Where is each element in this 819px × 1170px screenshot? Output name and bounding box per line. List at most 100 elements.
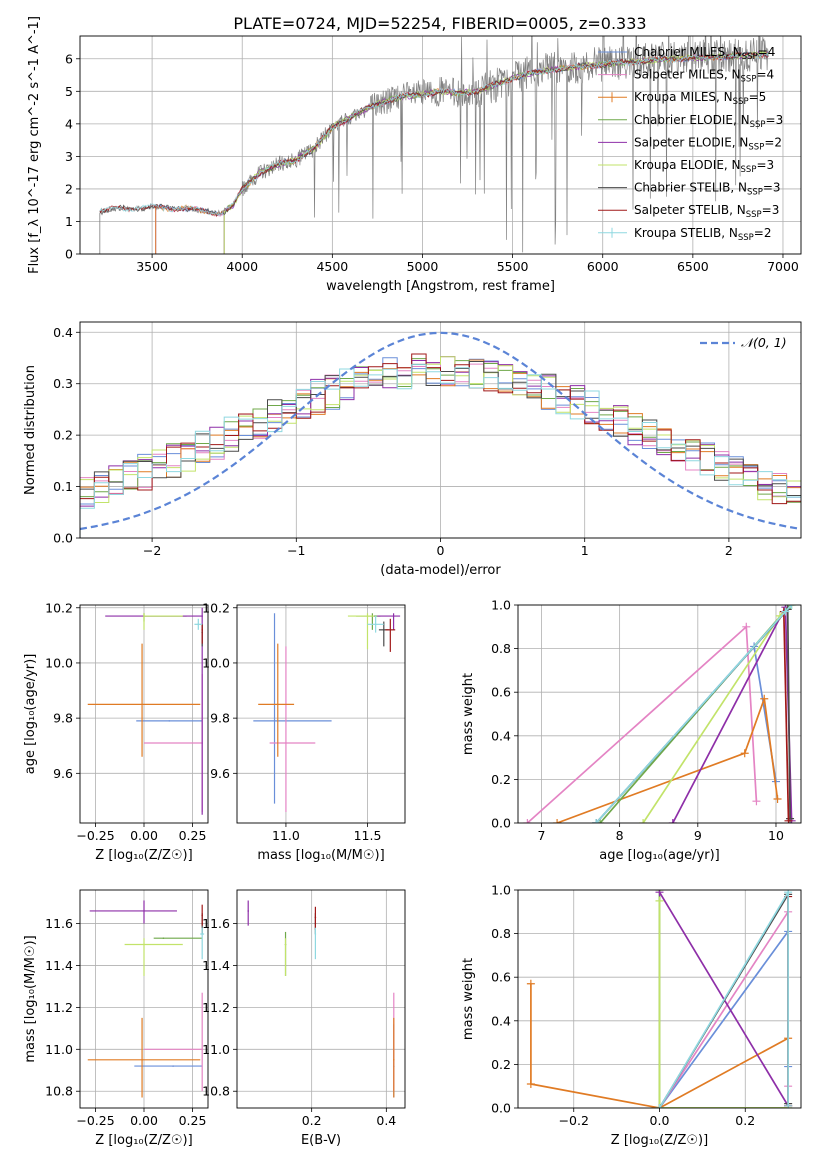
data-point (276, 703, 279, 706)
data-point (273, 720, 276, 722)
plus-marker (784, 890, 793, 897)
x-tick-label: 4500 (316, 259, 348, 274)
ticks: −0.25 0.00 0.25 10.8 11.0 11.2 11.4 11.6 (45, 916, 206, 1128)
y-tick-label: 9.6 (210, 766, 230, 781)
plus-marker (784, 1101, 793, 1108)
y-tick-label: 1.0 (491, 598, 511, 613)
legend-count: =2 (754, 226, 772, 240)
y-tick-label: 6 (65, 51, 73, 66)
legend-subscript: SSP (746, 210, 762, 220)
data-point (247, 910, 249, 912)
legend-subscript: SSP (747, 188, 763, 198)
y-tick-label: 11.6 (45, 916, 73, 931)
mass-weight-vs-age-panel: 7 8 9 10 0.0 0.2 0.4 0.6 0.8 1.0 age [log₁₀(age/yr… (461, 598, 802, 863)
x-tick-label: 1 (581, 543, 589, 558)
x-axis-label: wavelength [Angstrom, rest frame] (326, 279, 555, 294)
plus-marker (655, 896, 664, 905)
data-point (392, 615, 395, 617)
x-tick-label: 2 (725, 543, 733, 558)
plus-marker (760, 694, 769, 703)
residuals-panel: −2 −1 0 1 2 0.0 0.1 0.2 0.3 0.4 (data-model)/error… (23, 321, 802, 578)
plus-marker (655, 1104, 664, 1108)
axes-frame (517, 604, 802, 824)
x-tick-label: 11.5 (354, 828, 382, 843)
legend: 𝒩(0, 1) (700, 335, 787, 350)
legend-text: Chabrier MILES, N (634, 45, 742, 59)
plus-marker (668, 819, 677, 823)
x-tick-label: 4000 (226, 259, 258, 274)
legend-subscript: SSP (750, 120, 766, 130)
y-tick-label: 0.6 (491, 685, 511, 700)
legend-text: Salpeter MILES, N (634, 68, 741, 82)
x-tick-label: 7 (537, 828, 545, 843)
plot-area (99, 36, 769, 254)
data-point (201, 629, 203, 631)
legend-subscript: SSP (741, 165, 757, 175)
x-tick-label: 9 (694, 828, 702, 843)
y-tick-label: 10.8 (202, 1084, 230, 1099)
plus-marker (787, 605, 796, 609)
legend-subscript: SSP (741, 75, 757, 85)
y-tick-label: 0.0 (491, 816, 511, 831)
ticks: −0.25 0.00 0.25 9.6 9.8 10.0 10.2 (45, 600, 206, 843)
y-tick-label: 11.0 (202, 1042, 230, 1057)
plus-marker (742, 622, 751, 631)
ticks: −0.2 0.0 0.2 0.0 0.2 0.4 0.6 0.8 1.0 (491, 883, 755, 1129)
y-tick-label: 0.2 (491, 1057, 511, 1072)
legend-text: Salpeter STELIB, N (634, 203, 746, 217)
plus-marker (655, 890, 664, 897)
data-point (141, 703, 143, 706)
y-tick-label: 9.8 (53, 711, 73, 726)
x-tick-label: 0.0 (650, 1113, 670, 1128)
plus-marker (773, 795, 782, 804)
mass-weight-line (658, 928, 789, 1108)
data-point (284, 943, 287, 946)
plus-marker (592, 819, 601, 823)
data-point (382, 629, 385, 631)
plus-marker (596, 819, 605, 823)
x-tick-label: 5500 (497, 259, 529, 274)
y-axis-label: mass weight (461, 958, 476, 1040)
data-point (285, 742, 287, 744)
legend-label: Chabrier MILES, NSSP=4 (634, 45, 775, 62)
mass-vs-metallicity-panel: −0.25 0.00 0.25 10.8 11.0 11.2 11.4 11.6 Z [log₁… (23, 889, 209, 1148)
x-tick-label: 6000 (587, 259, 619, 274)
plot-area (523, 605, 796, 823)
ticks: 11.0 11.5 9.6 9.8 10.0 10.2 (202, 600, 381, 843)
ticks: 7 8 9 10 0.0 0.2 0.4 0.6 0.8 1.0 (491, 598, 784, 844)
legend-count: =3 (756, 158, 774, 172)
y-tick-label: 0 (65, 247, 73, 262)
y-axis-label: Flux [f_λ 10^-17 erg cm^-2 s^-1 A^-1] (27, 16, 42, 274)
legend-label: Salpeter MILES, NSSP=4 (634, 68, 774, 85)
legend-count: =3 (762, 203, 780, 217)
y-axis-label: mass [log₁₀(M/M☉)] (23, 935, 38, 1062)
axes-frame (236, 604, 406, 824)
y-tick-label: 10.2 (45, 600, 73, 615)
y-tick-label: 0.4 (53, 325, 73, 340)
residual-histogram (80, 364, 801, 538)
legend-label: Kroupa STELIB, NSSP=2 (634, 226, 772, 243)
y-tick-label: 2 (65, 181, 73, 196)
x-tick-label: 8 (616, 828, 624, 843)
data-point (201, 933, 203, 935)
y-tick-label: 0.6 (491, 970, 511, 985)
y-axis-label: Normed distribution (23, 365, 38, 495)
plus-marker (781, 607, 790, 616)
grid (237, 605, 405, 823)
legend-text: Chabrier STELIB, N (634, 181, 747, 195)
legend-label: Salpeter ELODIE, NSSP=2 (634, 135, 782, 152)
mass-weight-line (658, 900, 789, 1108)
x-tick-label: 5000 (407, 259, 439, 274)
mass-weight-vs-metallicity-panel: −0.2 0.0 0.2 0.0 0.2 0.4 0.6 0.8 1.0 Z [log₁₀(Z/Z… (461, 883, 802, 1148)
x-axis-label: Z [log₁₀(Z/Z☉)] (95, 848, 192, 863)
y-tick-label: 0.4 (491, 1013, 511, 1028)
grid (80, 322, 801, 539)
legend-subscript: SSP (748, 142, 764, 152)
mass-weight-line (658, 908, 789, 1108)
y-tick-label: 0.1 (53, 479, 73, 494)
y-tick-label: 11.2 (45, 1000, 73, 1015)
data-point (201, 615, 203, 617)
x-tick-label: 6500 (677, 259, 709, 274)
x-axis-label: Z [log₁₀(Z/Z☉)] (95, 1133, 192, 1148)
